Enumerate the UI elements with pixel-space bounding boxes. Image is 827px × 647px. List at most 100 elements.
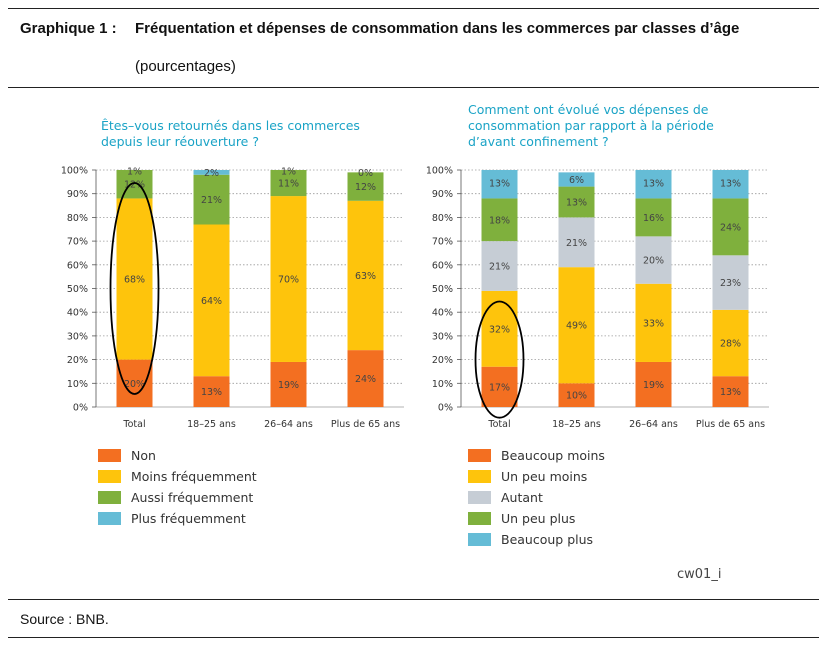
legend-swatch (468, 512, 491, 525)
data-label: 70% (278, 275, 299, 286)
y-tick-label: 60% (67, 260, 88, 271)
data-label: 20% (643, 256, 664, 267)
data-label: 13% (643, 179, 664, 190)
source-note: Source : BNB. (20, 611, 109, 627)
data-label: 13% (720, 387, 741, 398)
bar-segment (635, 361, 672, 407)
legend-item: Un peu moins (468, 466, 605, 487)
legend-label: Plus fréquemment (131, 511, 246, 526)
bar-segment (558, 383, 595, 407)
legend-label: Un peu moins (501, 469, 588, 484)
bar-segment (116, 198, 153, 360)
chart2-depenses-consommation: 0% 10% 20% 30% 40% 50% 60% 70% 80% 90% 100% Total 18… (426, 166, 769, 430)
data-label: 19% (643, 380, 664, 391)
bar-segment (193, 376, 230, 407)
x-category-label: Total (487, 419, 510, 430)
x-category-label: Plus de 65 ans (331, 419, 400, 430)
data-label: 21% (489, 261, 510, 272)
x-category-label: Plus de 65 ans (696, 419, 765, 430)
bar-segment (347, 350, 384, 407)
legend-label: Beaucoup plus (501, 532, 594, 547)
legend-swatch (98, 512, 121, 525)
bar-segment (558, 267, 595, 384)
bar-segment (481, 241, 518, 291)
x-category-label: 26–64 ans (264, 419, 313, 430)
bar-segment (481, 290, 518, 367)
data-label: 12% (355, 182, 376, 193)
data-label: 21% (201, 195, 222, 206)
legend-swatch (98, 470, 121, 483)
y-tick-label: 20% (432, 355, 453, 366)
legend-item: Beaucoup moins (468, 445, 605, 466)
data-label: 13% (566, 197, 587, 208)
x-category-label: 18–25 ans (187, 419, 236, 430)
y-tick-label: 10% (432, 379, 453, 390)
legend-item: Un peu plus (468, 508, 605, 529)
bar-segment (712, 376, 749, 407)
bar-segment (481, 170, 518, 199)
bar-segment (270, 196, 307, 362)
legend-swatch (98, 449, 121, 462)
y-tick-label: 30% (432, 331, 453, 342)
data-label: 13% (201, 387, 222, 398)
bar-segment (635, 198, 672, 237)
legend-label: Aussi fréquemment (131, 490, 254, 505)
data-label: 28% (720, 339, 741, 350)
data-label: 0% (358, 168, 373, 179)
chart2-legend: Beaucoup moins Un peu moins Autant Un peu p… (468, 445, 605, 550)
y-tick-label: 0% (73, 403, 88, 414)
data-label: 63% (355, 271, 376, 282)
data-label: 24% (355, 374, 376, 385)
y-tick-label: 50% (67, 284, 88, 295)
y-tick-label: 90% (432, 189, 453, 200)
legend-label: Autant (501, 490, 543, 505)
y-tick-label: 60% (432, 260, 453, 271)
data-label: 13% (720, 179, 741, 190)
bar-segment (635, 236, 672, 284)
x-category-label: Total (122, 419, 145, 430)
legend-swatch (468, 533, 491, 546)
data-label: 20% (124, 379, 145, 390)
bar-segment (558, 172, 595, 187)
bar-segment (193, 174, 230, 225)
bar-segment (270, 361, 307, 407)
y-tick-label: 70% (67, 237, 88, 248)
legend-swatch (98, 491, 121, 504)
bar-segment (116, 359, 153, 407)
legend-swatch (468, 470, 491, 483)
legend-item: Aussi fréquemment (98, 487, 257, 508)
legend-label: Moins fréquemment (131, 469, 257, 484)
bar-segment (481, 366, 518, 407)
chart2-title: Comment ont évolué vos dépenses de conso… (468, 102, 714, 149)
x-category-label: 26–64 ans (629, 419, 678, 430)
top-rule (8, 8, 819, 9)
legend-item: Beaucoup plus (468, 529, 605, 550)
data-label: 33% (643, 318, 664, 329)
legend-item: Moins fréquemment (98, 466, 257, 487)
bar-segment (347, 200, 384, 351)
bar-segment (481, 198, 518, 242)
header-rule (8, 87, 819, 88)
bar-segment (635, 170, 672, 199)
source-rule (8, 599, 819, 600)
y-tick-label: 0% (438, 403, 453, 414)
bar-segment (635, 283, 672, 362)
chart-code: cw01_i (677, 567, 722, 582)
bar-segment (712, 309, 749, 377)
legend-label: Beaucoup moins (501, 448, 605, 463)
legend-swatch (468, 449, 491, 462)
y-tick-label: 30% (67, 331, 88, 342)
y-tick-label: 80% (432, 213, 453, 224)
legend-item: Non (98, 445, 257, 466)
legend-item: Autant (468, 487, 605, 508)
chart1-retour-commerces: 0% 10% 20% 30% 40% 50% 60% 70% 80% 90% 100% Total 18… (61, 166, 404, 430)
bar-segment (558, 186, 595, 218)
data-label: 11% (278, 179, 299, 190)
data-label: 64% (201, 296, 222, 307)
bar-segment (347, 172, 384, 201)
chart1-legend: Non Moins fréquemment Aussi fréquemment Plu… (98, 445, 257, 529)
data-label: 13% (489, 179, 510, 190)
highlight-ellipse (109, 182, 160, 395)
data-label: 23% (720, 278, 741, 289)
bar-segment (193, 170, 230, 175)
